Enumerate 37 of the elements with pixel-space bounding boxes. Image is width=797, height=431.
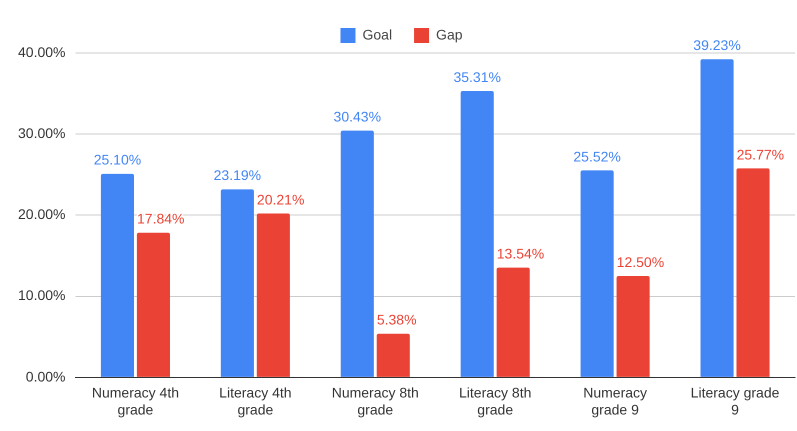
data-label: 25.52% bbox=[573, 148, 621, 164]
x-tick-label: Literacy 4th grade bbox=[219, 384, 292, 418]
data-label: 35.31% bbox=[453, 68, 501, 85]
data-label: 25.10% bbox=[94, 152, 142, 168]
data-label: 23.19% bbox=[214, 167, 262, 184]
x-tick-label: Numeracy grade 9 bbox=[583, 384, 648, 418]
bar bbox=[256, 213, 290, 377]
data-label: 39.23% bbox=[693, 37, 741, 54]
data-label: 25.77% bbox=[736, 146, 784, 162]
y-tick-label: 40.00% bbox=[18, 44, 66, 60]
data-label: 5.38% bbox=[376, 312, 417, 328]
bar bbox=[580, 170, 614, 377]
x-tick-label: Literacy grade 9 bbox=[690, 384, 780, 418]
y-tick-label: 0.00% bbox=[26, 368, 66, 384]
bar bbox=[100, 174, 134, 377]
x-tick-label: Numeracy 4th grade bbox=[92, 384, 180, 418]
legend-label: Goal bbox=[362, 26, 392, 42]
legend-label: Gap bbox=[436, 26, 463, 42]
bar bbox=[496, 268, 530, 377]
bar bbox=[136, 232, 170, 377]
y-tick-label: 30.00% bbox=[18, 124, 66, 141]
data-label: 12.50% bbox=[616, 254, 664, 270]
y-tick-label: 20.00% bbox=[18, 206, 66, 222]
data-label: 17.84% bbox=[137, 210, 184, 227]
x-tick-label: Literacy 8th grade bbox=[459, 384, 532, 418]
bar bbox=[220, 189, 254, 377]
data-label: 13.54% bbox=[496, 245, 544, 262]
y-tick-label: 10.00% bbox=[18, 287, 66, 304]
x-tick-label: Numeracy 8th grade bbox=[332, 384, 419, 418]
bar bbox=[460, 91, 494, 377]
bar bbox=[376, 334, 410, 377]
data-label: 30.43% bbox=[334, 108, 382, 124]
bar bbox=[340, 130, 374, 377]
bar bbox=[700, 59, 734, 377]
bar bbox=[736, 168, 770, 377]
bar bbox=[616, 276, 650, 377]
data-label: 20.21% bbox=[256, 191, 304, 208]
